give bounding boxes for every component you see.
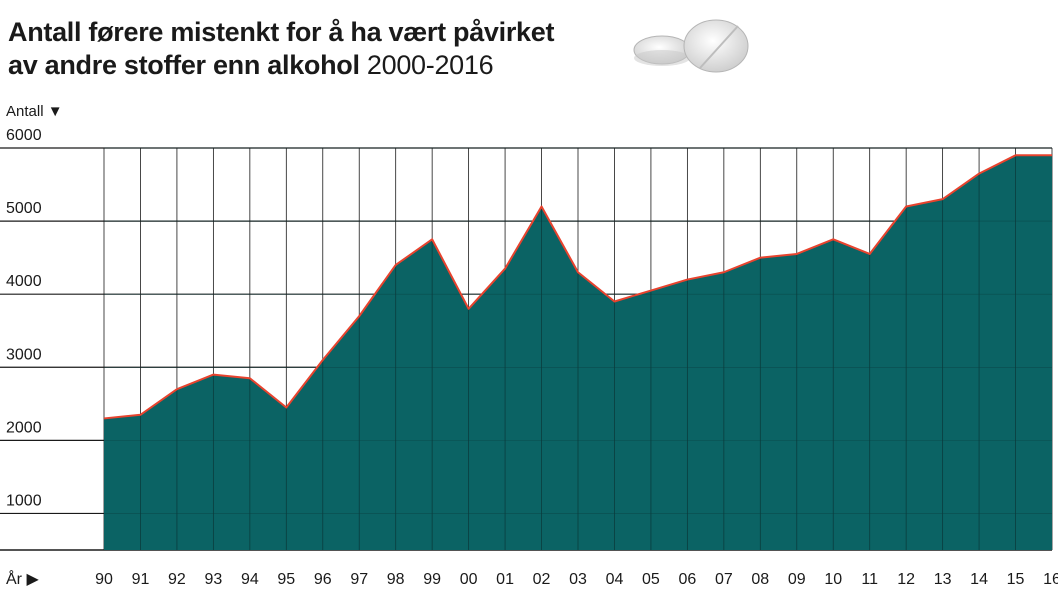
x-tick-label: 99 [423,571,441,588]
x-tick-label: 02 [533,571,551,588]
y-axis-label: Antall ▼ [6,103,63,120]
x-tick-label: 16 [1043,571,1058,588]
data-area [103,147,1053,551]
x-tick-label: 07 [715,571,733,588]
x-tick-label: 11 [861,571,878,588]
x-tick-label: 98 [387,571,405,588]
x-tick-label: 05 [642,571,660,588]
x-tick-label: 93 [204,571,222,588]
x-tick-label: 00 [460,571,478,588]
y-tick-label: 3000 [6,346,42,363]
x-tick-label: 03 [569,571,587,588]
x-tick-label: 97 [350,571,368,588]
x-tick-label: 14 [970,571,988,588]
x-tick-label: 13 [934,571,952,588]
x-tick-label: 09 [788,571,806,588]
x-tick-label: 04 [606,571,624,588]
x-tick-label: 96 [314,571,332,588]
x-tick-label: 95 [277,571,295,588]
pills-icon [633,19,749,73]
chart-title: Antall førere mistenkt for å ha vært påv… [8,16,554,82]
y-tick-label: 5000 [6,200,42,217]
y-tick-label: 1000 [6,492,42,509]
y-tick-label: 6000 [6,127,42,144]
x-tick-label: 06 [678,571,696,588]
x-tick-label: 90 [95,571,113,588]
x-tick-label: 10 [824,571,842,588]
x-tick-label: 15 [1007,571,1025,588]
title-line-2-years: 2000-2016 [366,50,494,80]
title-line-2-bold: av andre stoffer enn alkohol [8,50,360,80]
x-tick-label: 92 [168,571,186,588]
x-tick-label: 12 [897,571,915,588]
y-tick-label: 2000 [6,419,42,436]
y-tick-label: 4000 [6,273,42,290]
x-tick-label: 94 [241,571,259,588]
title-line-1: Antall førere mistenkt for å ha vært påv… [8,17,555,47]
x-tick-label: 08 [751,571,769,588]
x-tick-label: 01 [496,571,514,588]
x-axis-label: År ▶ [6,569,39,588]
x-tick-label: 91 [132,571,150,588]
